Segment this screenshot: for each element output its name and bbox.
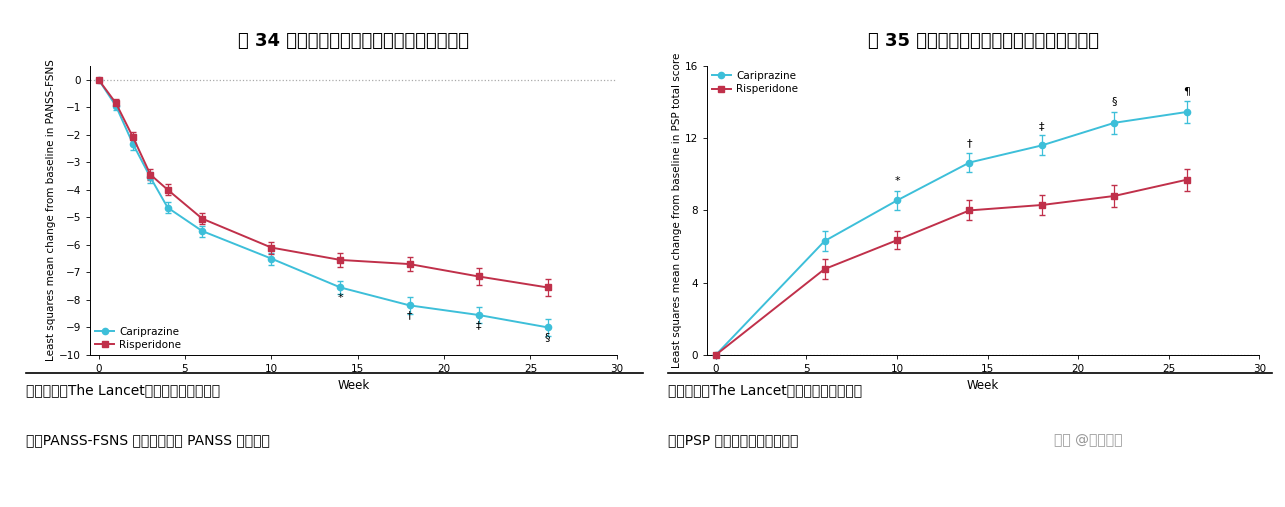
- Text: 头条 @远瞻智库: 头条 @远瞻智库: [1054, 433, 1122, 448]
- Text: †: †: [407, 310, 412, 320]
- Y-axis label: Least squares mean change from baseline in PSP total score: Least squares mean change from baseline …: [672, 53, 682, 368]
- Legend: Cariprazine, Risperidone: Cariprazine, Risperidone: [712, 71, 798, 94]
- X-axis label: Week: Week: [966, 379, 1000, 392]
- Text: 注：PANSS-FSNS 为阴性症状的 PANSS 因子评分: 注：PANSS-FSNS 为阴性症状的 PANSS 因子评分: [26, 433, 270, 448]
- Text: *: *: [894, 176, 899, 186]
- Text: 图 35 卡利拉喥对精分症状总体治疗效果更优: 图 35 卡利拉喥对精分症状总体治疗效果更优: [867, 31, 1099, 50]
- Text: ‡: ‡: [1040, 121, 1045, 131]
- Text: §: §: [1112, 96, 1117, 106]
- Text: 图 34 卡利拉喥对阴性症状的改善优于利培酮: 图 34 卡利拉喥对阴性症状的改善优于利培酮: [238, 31, 469, 50]
- Legend: Cariprazine, Risperidone: Cariprazine, Risperidone: [95, 327, 181, 350]
- Text: †: †: [966, 138, 973, 148]
- Text: 数据来源：The Lancet，国泰君安证券研究: 数据来源：The Lancet，国泰君安证券研究: [668, 383, 862, 397]
- Text: ‡: ‡: [475, 320, 482, 330]
- Text: §: §: [545, 333, 550, 343]
- Y-axis label: Least squares mean change from baseline in PANSS-FSNS: Least squares mean change from baseline …: [46, 59, 57, 361]
- Text: *: *: [338, 293, 343, 303]
- Text: 注：PSP 为个人和社会表现量表: 注：PSP 为个人和社会表现量表: [668, 433, 798, 448]
- Text: ¶: ¶: [1183, 86, 1190, 96]
- Text: 数据来源：The Lancet，国泰君安证券研究: 数据来源：The Lancet，国泰君安证券研究: [26, 383, 220, 397]
- X-axis label: Week: Week: [337, 379, 370, 392]
